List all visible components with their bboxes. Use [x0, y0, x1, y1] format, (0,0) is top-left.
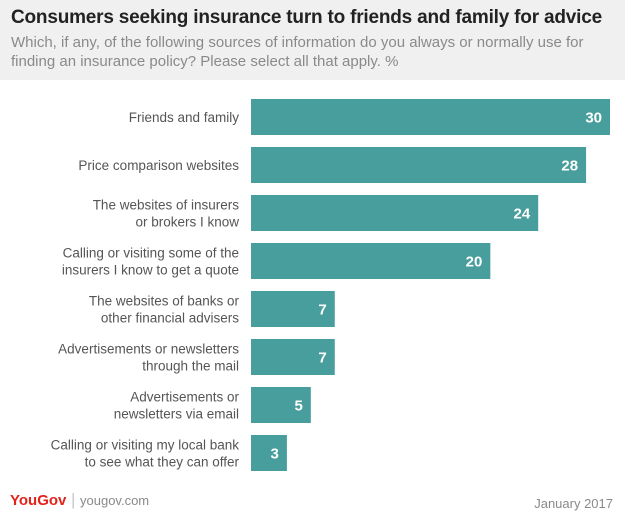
footer-url[interactable]: yougov.com — [80, 493, 150, 508]
logo-text: YouGov — [10, 492, 67, 509]
bar-value-label: 28 — [561, 158, 578, 175]
bar-value-label: 7 — [318, 350, 326, 367]
bar — [251, 291, 335, 327]
footer-date: January 2017 — [534, 496, 613, 511]
bar — [251, 435, 287, 471]
bar-value-label: 3 — [271, 446, 279, 463]
bar — [251, 387, 311, 423]
bar — [251, 99, 610, 135]
chart-title: Consumers seeking insurance turn to frie… — [11, 7, 602, 28]
footer-divider: | — [71, 490, 76, 509]
category-label: Advertisements or newsletters through the… — [58, 342, 239, 374]
category-label: The websites of insurers or brokers I kno… — [93, 198, 240, 230]
bar-value-label: 5 — [294, 398, 302, 415]
category-label: Calling or visiting some of the insurers … — [62, 246, 239, 278]
bar-value-label: 30 — [585, 110, 602, 127]
bar-value-label: 20 — [466, 254, 483, 271]
bar-value-label: 24 — [514, 206, 531, 223]
category-label: Friends and family — [129, 110, 240, 125]
bar — [251, 339, 335, 375]
chart-subtitle: Which, if any, of the following sources … — [11, 34, 584, 70]
yougov-logo[interactable]: YouGov — [10, 492, 66, 509]
chart-header: Consumers seeking insurance turn to frie… — [0, 0, 625, 80]
category-label: Calling or visiting my local bank to see … — [51, 438, 240, 470]
bar-chart: 30 Friends and family 28 Price comparison w… — [51, 99, 610, 471]
bar — [251, 147, 587, 183]
category-label: Price comparison websites — [78, 158, 239, 173]
bar — [251, 195, 539, 231]
category-label: Advertisements or newsletters via email — [114, 390, 240, 422]
bar — [251, 243, 491, 279]
category-label: The websites of banks or other financial … — [89, 294, 240, 326]
bar-value-label: 7 — [318, 302, 326, 319]
